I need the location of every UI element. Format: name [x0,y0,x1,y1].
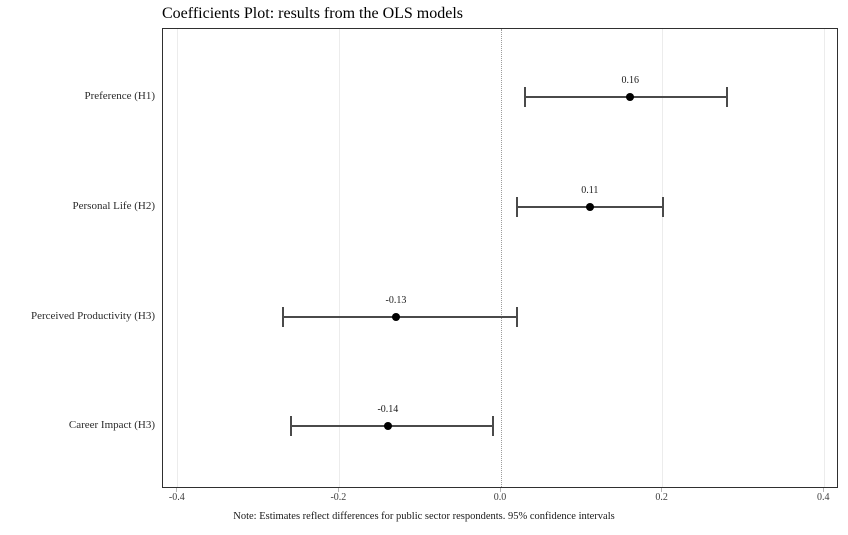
estimate-point [626,93,635,102]
x-axis-tick-mark [337,488,339,492]
x-axis-tick-label: 0.0 [493,492,507,503]
x-axis-tick-mark [499,488,501,492]
x-axis-tick-label: -0.4 [168,492,185,503]
estimate-point [391,313,400,322]
estimate-value-label: 0.11 [581,185,599,197]
x-axis-tick-label: 0.2 [655,492,668,503]
x-axis-tick-label: 0.4 [816,492,830,503]
ci-cap-high [491,415,494,436]
y-axis-category-label: Perceived Productivity (H3) [30,310,155,323]
ci-cap-high [661,197,664,218]
confidence-interval-bar [290,424,493,427]
confidence-interval-bar [525,96,728,99]
y-axis-category-label: Personal Life (H2) [72,200,155,213]
x-axis-tick-mark [176,488,178,492]
ci-cap-low [524,87,527,108]
estimate-value-label: -0.13 [385,295,407,307]
y-axis-labels: Preference (H1) Personal Life (H2) Perceiv… [0,28,155,488]
estimate-point [585,203,594,212]
y-axis-category-label: Career Impact (H3) [68,418,155,431]
plot-panel: 0.16 0.11 -0.13 -0.14 [162,28,838,488]
ci-cap-high [726,87,729,108]
vertical-gridline [823,29,825,487]
zero-reference-line [501,29,502,487]
estimate-value-label: -0.14 [377,403,399,415]
vertical-gridline [177,29,179,487]
ci-cap-low [289,415,292,436]
ci-cap-low [281,307,284,328]
estimate-value-label: 0.16 [621,75,640,87]
ci-cap-low [516,197,519,218]
vertical-gridline [338,29,340,487]
ci-cap-high [516,307,519,328]
vertical-gridline [662,29,664,487]
chart-note: Note: Estimates reflect differences for … [233,511,615,522]
chart-title: Coefficients Plot: results from the OLS … [162,5,464,22]
y-axis-category-label: Preference (H1) [84,90,155,103]
x-axis-tick-mark [822,488,824,492]
estimate-point [383,421,392,430]
x-axis-tick-mark [661,488,663,492]
x-axis-tick-label: -0.2 [330,492,347,503]
confidence-interval-bar [282,316,518,319]
